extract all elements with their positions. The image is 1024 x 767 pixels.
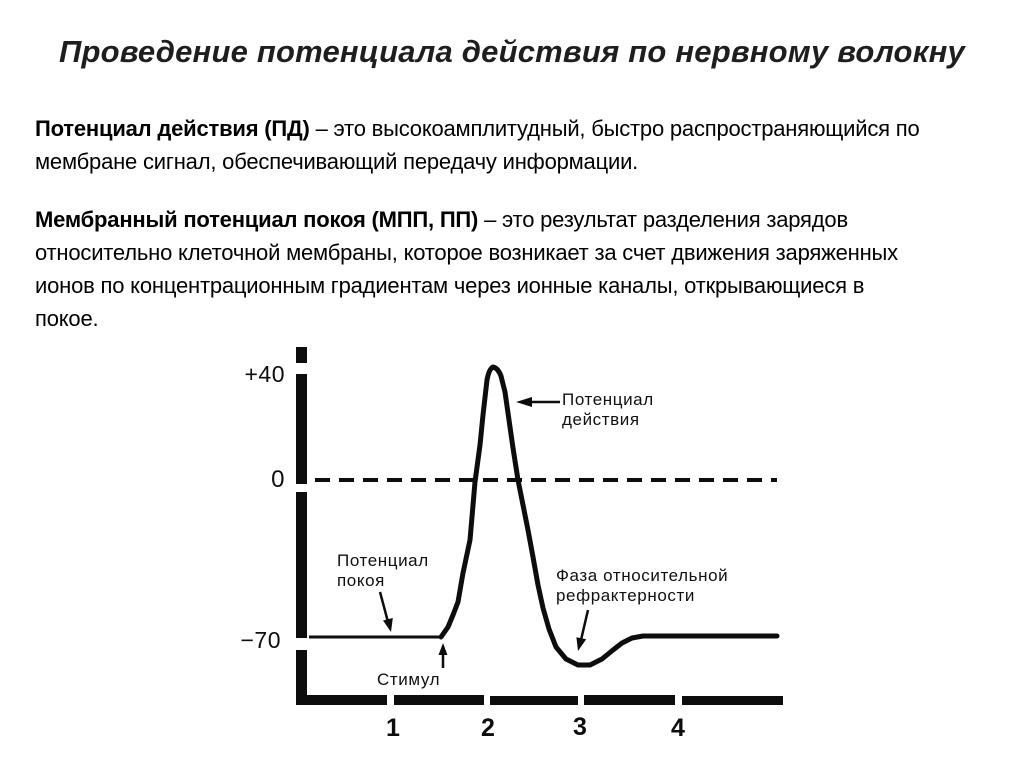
stimulus-arrow — [438, 643, 448, 668]
paragraph-action-potential: Потенциал действия (ПД) – это высокоампл… — [35, 112, 995, 178]
label-resting-potential: Потенциал покоя — [337, 551, 429, 590]
paragraph-resting-potential: Мембранный потенциал покоя (МПП, ПП) – э… — [35, 203, 995, 335]
y-tick-plus40: +40 — [244, 361, 285, 387]
label-refractory-phase: Фаза относительной рефрактерности — [556, 566, 729, 605]
paragraph-action-potential-lead: Потенциал действия (ПД) — [35, 116, 310, 141]
body-text-block: Потенциал действия (ПД) – это высокоампл… — [35, 112, 995, 335]
refractory-phase-arrow — [576, 609, 590, 651]
action-potential-curve — [438, 364, 780, 668]
y-tick-zero: 0 — [271, 466, 285, 493]
resting-potential-arrow — [378, 591, 393, 632]
label-stimulus: Стимул — [377, 670, 441, 689]
x-tick-4: 4 — [671, 714, 685, 742]
x-tick-2: 2 — [481, 714, 495, 742]
label-action-potential: Потенциал действия — [562, 390, 654, 429]
page-title: Проведение потенциала действия по нервно… — [59, 34, 965, 69]
x-tick-1: 1 — [386, 714, 400, 742]
x-axis — [296, 695, 783, 705]
y-axis — [296, 347, 307, 695]
paragraph-resting-potential-lead: Мембранный потенциал покоя (МПП, ПП) — [35, 207, 479, 232]
paragraph-action-potential-rest: – это высокоамплитудный, быстро распрост… — [35, 116, 920, 174]
x-tick-3: 3 — [573, 713, 587, 741]
action-potential-arrow — [516, 397, 560, 407]
paragraph-resting-potential-rest: – это результат разделения зарядов относ… — [35, 207, 898, 331]
y-tick-minus70: −70 — [240, 627, 281, 653]
